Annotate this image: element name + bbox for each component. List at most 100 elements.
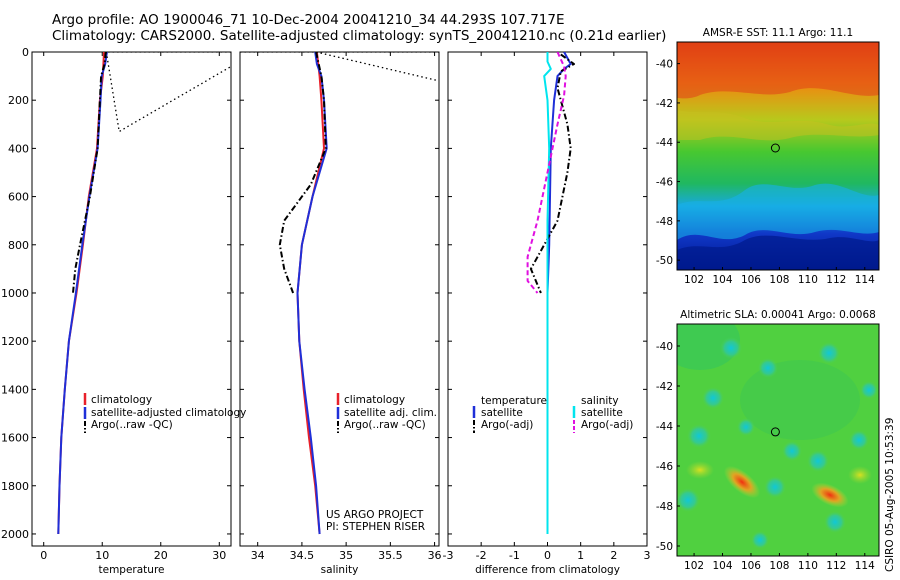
figure-header: Argo profile: AO 1900046_71 10-Dec-2004 …	[52, 12, 666, 44]
x-axis-label: difference from climatology	[475, 564, 620, 576]
legend-title-salinity: salinity	[581, 395, 619, 407]
profile-title: Argo profile: AO 1900046_71 10-Dec-2004 …	[52, 12, 565, 28]
x-tick-label: 104	[712, 560, 732, 572]
series-line	[57, 52, 108, 535]
x-tick-label: 36	[428, 549, 442, 562]
series-line	[296, 52, 325, 535]
y-tick-label: 0	[22, 46, 29, 59]
series-line	[105, 52, 231, 133]
difference-plot: -3 -2 -1 0 1 2 3 difference from climatology	[443, 51, 651, 576]
x-tick-label: 30	[212, 549, 226, 562]
x-tick-label: 20	[154, 549, 168, 562]
y-tick-label: -42	[656, 98, 673, 110]
x-tick-label: 35	[339, 549, 353, 562]
argo-location-marker	[770, 143, 780, 153]
y-tick-label: -42	[656, 381, 673, 393]
sst-map: 102 104 106 108 110 112 114-50-48-46-44-42-40 …	[656, 27, 880, 286]
y-tick-label: -40	[656, 341, 673, 353]
y-tick-label: 200	[8, 94, 29, 107]
legend-satellite-adjusted: satellite-adjusted climatology	[91, 407, 246, 419]
x-axis-label: temperature	[99, 564, 165, 576]
y-tick-label: -48	[656, 501, 673, 513]
y-tick-label: -48	[656, 216, 673, 228]
climatology-title: Climatology: CARS2000. Satellite-adjuste…	[52, 28, 667, 44]
series-line	[57, 52, 105, 535]
x-tick-label: 104	[712, 274, 732, 286]
x-tick-label: 114	[855, 274, 875, 286]
x-tick-label: 0	[40, 549, 47, 562]
legend-climatology: climatology	[91, 394, 152, 406]
y-tick-label: 800	[8, 239, 29, 252]
x-tick-label: 102	[684, 274, 704, 286]
legend-argo: Argo(..raw -QC)	[91, 419, 173, 431]
credit-project: US ARGO PROJECT	[326, 509, 424, 521]
sst-map-title: AMSR-E SST: 11.1 Argo: 11.1	[703, 27, 853, 39]
legend-argo: Argo(..raw -QC)	[344, 419, 426, 431]
x-tick-label: 114	[855, 560, 875, 572]
y-tick-label: -44	[656, 137, 673, 149]
salinity-legend: climatology satellite adj. clim. Argo(..…	[336, 393, 437, 433]
salinity-plot-frame	[239, 51, 440, 547]
x-tick-label: 10	[95, 549, 109, 562]
x-tick-label: 2	[610, 549, 617, 562]
temperature-plot-frame	[31, 51, 232, 547]
series-line	[296, 52, 328, 535]
legend-temp-satellite: satellite	[481, 407, 523, 419]
y-tick-label: 1400	[1, 383, 29, 396]
x-tick-label: 1	[577, 549, 584, 562]
y-tick-label: -46	[656, 177, 673, 189]
y-tick-label: -50	[656, 255, 673, 267]
x-tick-label: 0	[544, 549, 551, 562]
x-tick-label: 110	[798, 274, 818, 286]
x-tick-label: 34	[251, 549, 265, 562]
legend-satellite-adj: satellite adj. clim.	[344, 407, 437, 419]
csiro-timestamp: CSIRO 05-Aug-2005 10:53:39	[884, 418, 896, 572]
x-tick-label: -2	[476, 549, 487, 562]
y-tick-label: -46	[656, 461, 673, 473]
x-tick-label: -1	[509, 549, 520, 562]
argo-location-marker	[770, 427, 780, 437]
x-tick-label: 35.5	[378, 549, 403, 562]
x-axis-label: salinity	[321, 564, 359, 576]
series-line	[543, 52, 552, 534]
x-tick-label: 34.5	[290, 549, 315, 562]
x-tick-label: 112	[826, 560, 846, 572]
sla-map-title: Altimetric SLA: 0.00041 Argo: 0.0068	[680, 309, 876, 321]
x-tick-label: 106	[741, 274, 761, 286]
y-tick-label: 1200	[1, 335, 29, 348]
y-tick-label: 1000	[1, 287, 29, 300]
series-line	[278, 52, 327, 294]
x-tick-label: 102	[684, 560, 704, 572]
x-tick-label: 106	[741, 560, 761, 572]
salinity-plot: 34 34.5 35 35.5 36 salinity	[240, 51, 442, 576]
series-line	[315, 52, 439, 82]
y-tick-label: 400	[8, 142, 29, 155]
credit-pi: PI: STEPHEN RISER	[326, 521, 425, 533]
series-line	[546, 52, 572, 534]
difference-legend: temperature satellite Argo(-adj) salinit…	[472, 395, 633, 433]
x-tick-label: 112	[826, 274, 846, 286]
legend-climatology: climatology	[344, 394, 405, 406]
legend-temp-argo: Argo(-adj)	[481, 419, 533, 431]
y-tick-label: 1600	[1, 432, 29, 445]
y-tick-label: 1800	[1, 480, 29, 493]
x-tick-label: 110	[798, 560, 818, 572]
series-line	[72, 52, 107, 294]
y-tick-label: -50	[656, 541, 673, 553]
x-tick-label: 108	[769, 560, 789, 572]
series-line	[529, 53, 575, 294]
temperature-plot: 0 10 20 30 temperature 0 200 400 600 800 1000 1200 1…	[1, 46, 231, 576]
y-tick-label: -44	[656, 421, 673, 433]
x-tick-label: 108	[769, 274, 789, 286]
legend-sal-argo: Argo(-adj)	[581, 419, 633, 431]
series-line	[526, 52, 567, 294]
temperature-legend: climatology satellite-adjusted climatolo…	[83, 393, 246, 433]
y-tick-label: -40	[656, 59, 673, 71]
legend-sal-satellite: satellite	[581, 407, 623, 419]
y-tick-label: 600	[8, 191, 29, 204]
sla-map: 102 104 106 108 110 112 114-50-48-46-44-42-40 …	[656, 309, 880, 572]
x-tick-label: -3	[443, 549, 454, 562]
legend-title-temperature: temperature	[481, 395, 547, 407]
y-tick-label: 2000	[1, 528, 29, 541]
